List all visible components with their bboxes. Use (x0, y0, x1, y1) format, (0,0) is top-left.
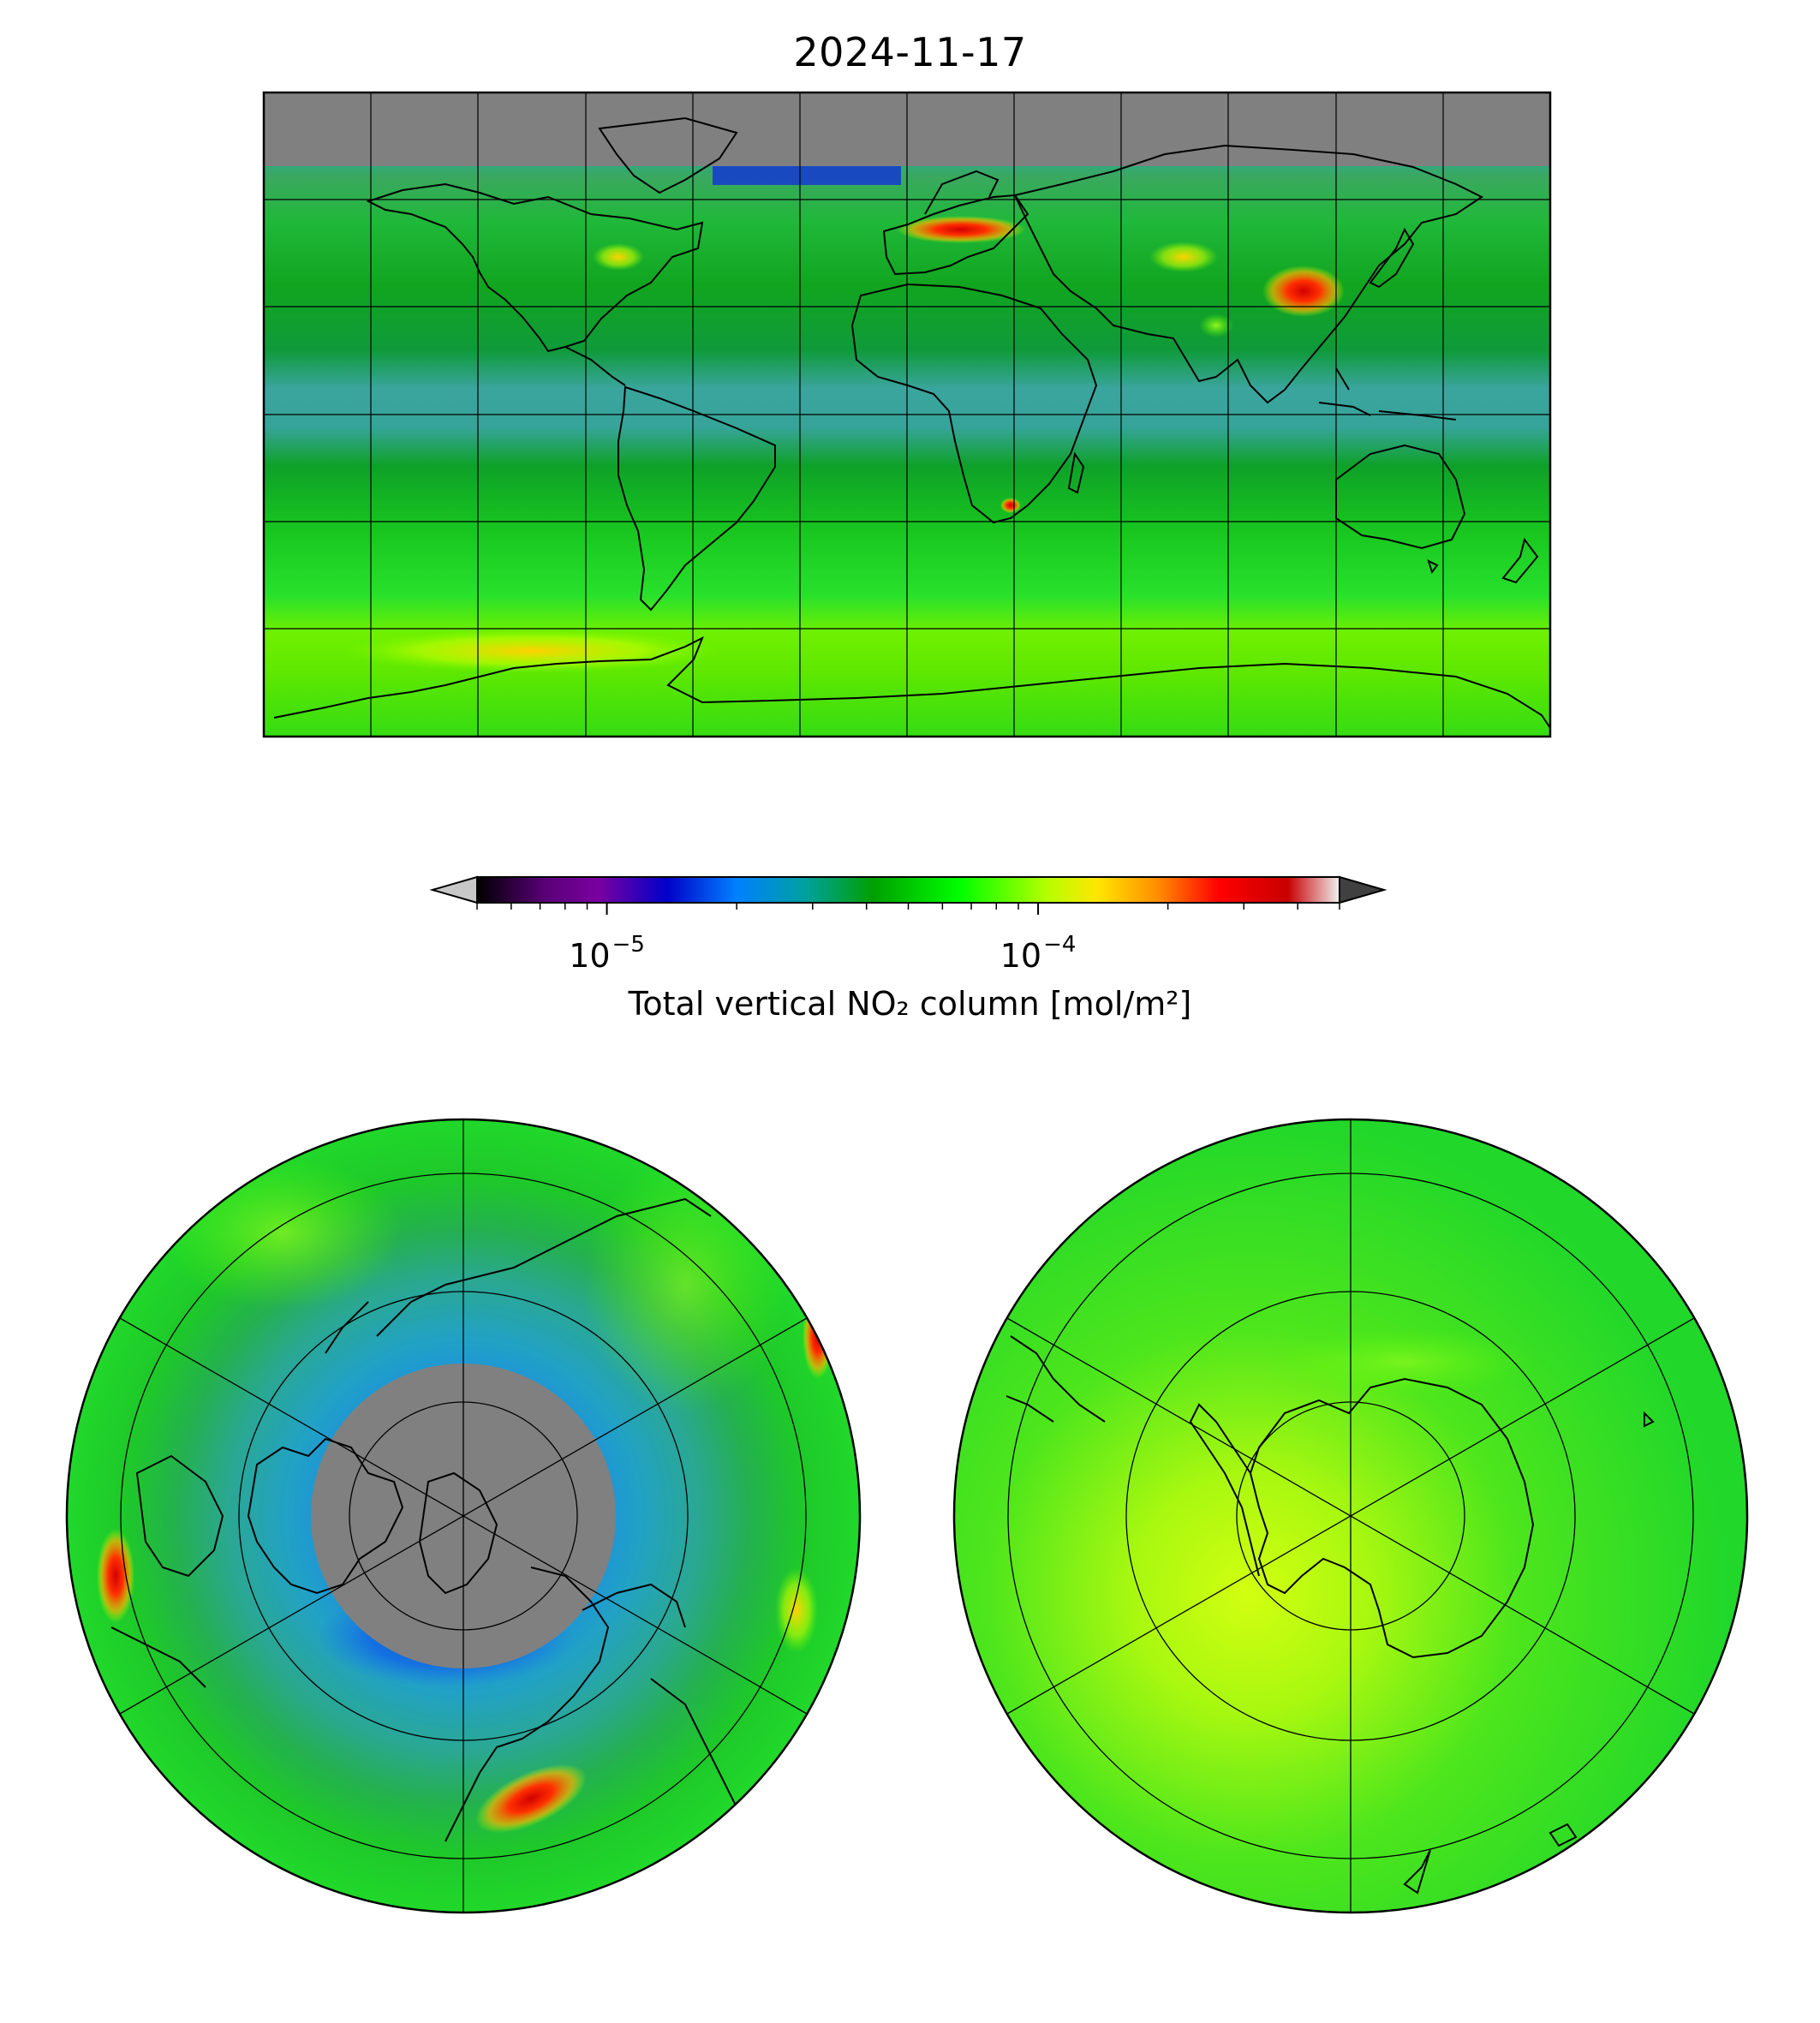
nh-graticule (119, 1119, 808, 1913)
tick-base: 10 (569, 937, 611, 975)
southern-ocean-enhancement (343, 629, 719, 673)
global-gridlines (264, 92, 1550, 737)
colorbar-under-extension (429, 875, 478, 904)
colorbar-ticks (476, 903, 1340, 915)
nh-north-america-hotspot (97, 1529, 134, 1623)
nh-asia-warm (775, 1567, 818, 1653)
colorbar-tick-label: 10−5 (569, 932, 645, 975)
north-polar-map-panel (65, 1118, 862, 1914)
sh-map-frame (952, 1118, 1749, 1914)
india-enhancement (1199, 313, 1233, 337)
nh-map-frame (65, 1118, 862, 1914)
tick-base: 10 (1000, 937, 1042, 975)
west-asia-hotspot (1149, 242, 1218, 272)
colorbar-gradient (477, 877, 1340, 903)
tick-exponent: −5 (612, 932, 645, 958)
figure-title: 2024-11-17 (793, 29, 1027, 75)
sh-graticule (1006, 1119, 1695, 1913)
nh-pacific-green (163, 1156, 403, 1310)
arctic-low-band (713, 166, 901, 185)
global-map-panel (262, 91, 1552, 738)
sh-ring-enhancement (1276, 1328, 1533, 1396)
colorbar (429, 875, 1387, 915)
north-america-hotspot (593, 243, 644, 271)
nh-europe-hotspot (475, 1763, 587, 1834)
europe-hotspot (897, 216, 1025, 243)
colorbar-over-extension (1339, 875, 1387, 904)
sh-coastlines (1005, 1335, 1655, 1895)
south-polar-map-panel (952, 1118, 1749, 1914)
global-coastlines (273, 116, 1550, 729)
global-map-frame (262, 91, 1552, 738)
south-africa-hotspot (1000, 498, 1021, 513)
colorbar-label: Total vertical NO₂ column [mol/m²] (628, 985, 1192, 1023)
nh-coastlines (110, 1197, 737, 1842)
colorbar-tick-label: 10−4 (1000, 932, 1077, 975)
nh-asia-green (582, 1156, 788, 1413)
tick-exponent: −4 (1043, 932, 1077, 958)
east-asia-hotspot (1262, 266, 1345, 317)
